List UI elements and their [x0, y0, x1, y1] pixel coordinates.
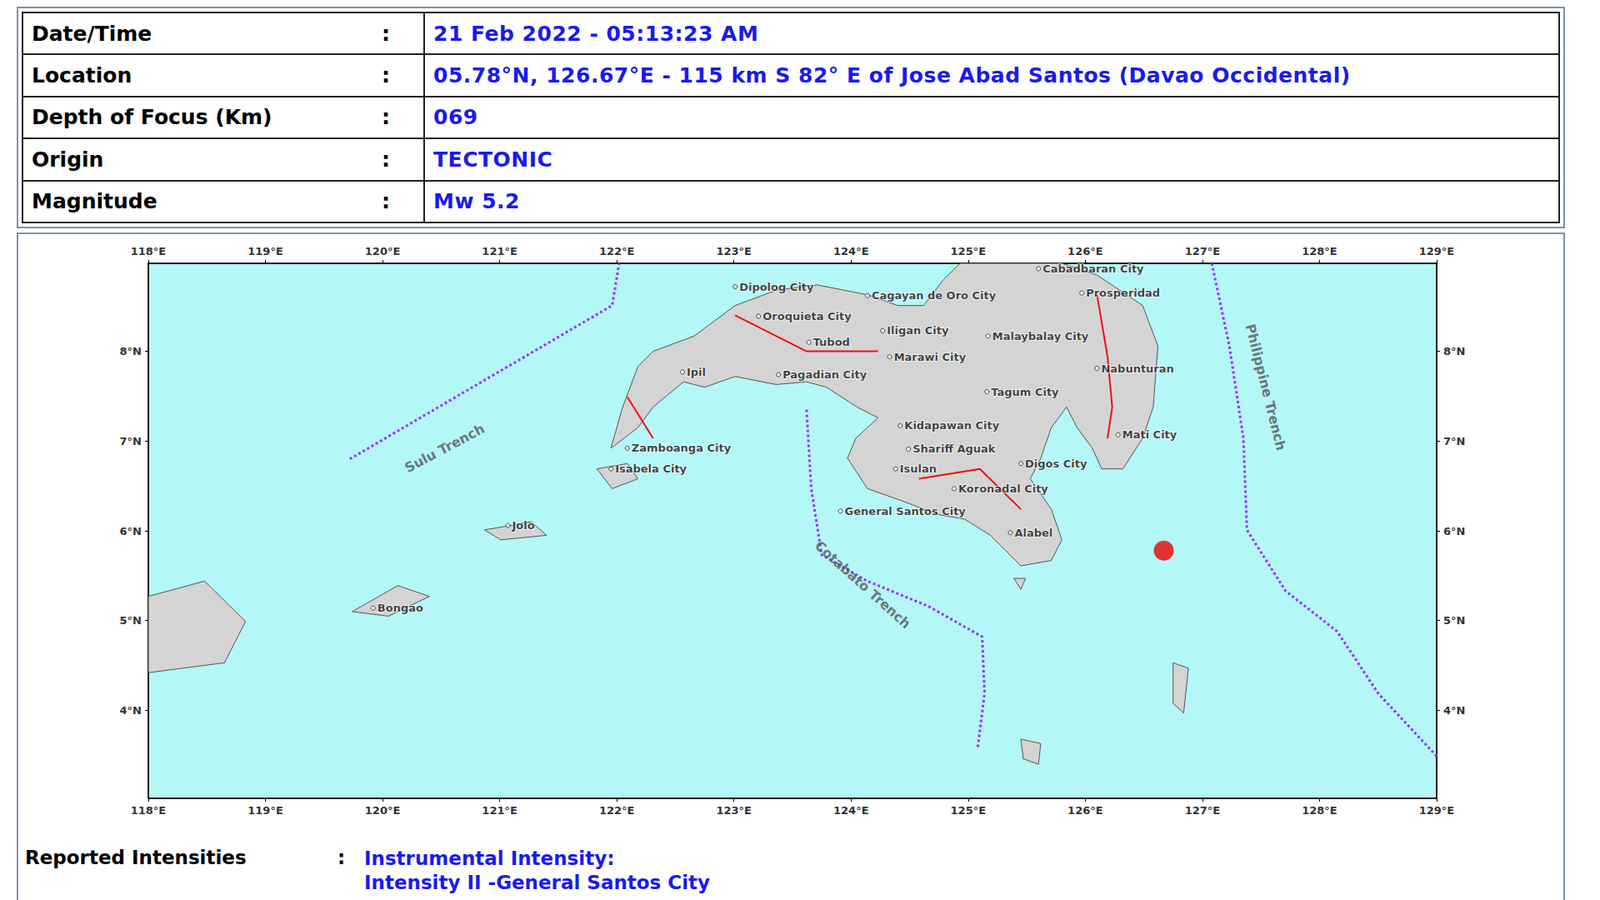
svg-text:Koronadal City: Koronadal City	[958, 482, 1049, 495]
html-text:Reported Intensities: Reported Intensities	[25, 846, 247, 869]
svg-text:Shariff Aguak: Shariff Aguak	[912, 442, 996, 455]
svg-text:128°E: 128°E	[1301, 804, 1338, 817]
svg-text:129°E: 129°E	[1419, 804, 1455, 817]
svg-text:125°E: 125°E	[950, 245, 987, 258]
svg-text:127°E: 127°E	[1185, 804, 1221, 817]
svg-text:121°E: 121°E	[481, 245, 518, 258]
html-text:Origin: Origin	[31, 147, 104, 172]
html-text:05.78°N, 126.67°E - 115 km S 8: 05.78°N, 126.67°E - 115 km S 82° E of Jo…	[433, 63, 1351, 88]
html-text:Mw 5.2: Mw 5.2	[433, 189, 520, 214]
svg-text:124°E: 124°E	[833, 804, 870, 817]
svg-text:127°E: 127°E	[1185, 245, 1221, 258]
html-text:Location: Location	[31, 63, 132, 88]
svg-text:7°N: 7°N	[120, 435, 142, 448]
svg-text:120°E: 120°E	[365, 245, 401, 258]
svg-text:Zamboanga City: Zamboanga City	[631, 441, 732, 455]
svg-text:118°E: 118°E	[130, 804, 167, 817]
svg-text:8°N: 8°N	[120, 345, 142, 358]
svg-text:Pagadian City: Pagadian City	[782, 368, 868, 381]
svg-text:Philippine Trench: Philippine Trench	[1242, 322, 1290, 453]
svg-text:126°E: 126°E	[1067, 804, 1104, 817]
html-text:21 Feb 2022 - 05:13:23 AM: 21 Feb 2022 - 05:13:23 AM	[433, 21, 759, 46]
svg-text:Digos City: Digos City	[1025, 457, 1088, 470]
html-text:069: 069	[433, 105, 479, 130]
html-text:Intensity II -General Santos C: Intensity II -General Santos City	[364, 871, 710, 894]
svg-text:Bongao: Bongao	[377, 601, 424, 615]
svg-text:120°E: 120°E	[365, 804, 401, 817]
svg-text:Jolo: Jolo	[510, 519, 535, 532]
html-text:Depth of Focus (Km): Depth of Focus (Km)	[31, 105, 273, 130]
svg-text:Cotabato Trench: Cotabato Trench	[811, 537, 914, 632]
svg-text:Cabadbaran City: Cabadbaran City	[1042, 262, 1145, 275]
svg-text:Marawi City: Marawi City	[894, 350, 967, 364]
svg-text:Dipolog City: Dipolog City	[739, 280, 815, 294]
svg-text:129°E: 129°E	[1419, 245, 1455, 258]
svg-text:Isulan: Isulan	[900, 462, 937, 475]
svg-text:118°E: 118°E	[130, 245, 167, 258]
html-text:Magnitude: Magnitude	[31, 189, 158, 214]
svg-text:128°E: 128°E	[1301, 245, 1338, 258]
svg-text:Isabela City: Isabela City	[615, 462, 687, 475]
svg-text:123°E: 123°E	[715, 804, 752, 817]
svg-text:7°N: 7°N	[1443, 435, 1465, 448]
svg-text:4°N: 4°N	[1443, 704, 1465, 717]
svg-text:5°N: 5°N	[120, 614, 142, 627]
svg-text:Malaybalay City: Malaybalay City	[992, 330, 1090, 343]
svg-text:Tubod: Tubod	[813, 335, 850, 349]
svg-text:Alabel: Alabel	[1014, 526, 1053, 540]
svg-text:Mati City: Mati City	[1122, 428, 1178, 441]
svg-text:Cagayan de Oro City: Cagayan de Oro City	[871, 289, 997, 302]
svg-text:4°N: 4°N	[120, 704, 142, 717]
svg-text:8°N: 8°N	[1443, 345, 1465, 358]
svg-text:Oroquieta City: Oroquieta City	[762, 310, 852, 323]
svg-text:Ipil: Ipil	[686, 365, 706, 379]
svg-text:Iligan City: Iligan City	[886, 324, 950, 337]
svg-text:126°E: 126°E	[1067, 245, 1104, 258]
svg-text:121°E: 121°E	[481, 804, 518, 817]
svg-text:Tagum City: Tagum City	[990, 385, 1060, 399]
svg-text:122°E: 122°E	[599, 245, 635, 258]
svg-text:Prosperidad: Prosperidad	[1085, 286, 1160, 300]
svg-text:Sulu Trench: Sulu Trench	[402, 420, 488, 476]
svg-text:123°E: 123°E	[715, 245, 752, 258]
svg-text:Kidapawan City: Kidapawan City	[904, 419, 1000, 432]
svg-text:119°E: 119°E	[247, 804, 284, 817]
svg-text:5°N: 5°N	[1443, 614, 1465, 627]
svg-text:Nabunturan: Nabunturan	[1100, 362, 1174, 375]
svg-text:124°E: 124°E	[833, 245, 870, 258]
svg-text:119°E: 119°E	[247, 245, 284, 258]
html-text:Instrumental Intensity:: Instrumental Intensity:	[364, 847, 615, 870]
svg-text:122°E: 122°E	[599, 804, 635, 817]
html-text:TECTONIC: TECTONIC	[433, 147, 553, 172]
html-text:Date/Time: Date/Time	[31, 21, 152, 46]
svg-text:6°N: 6°N	[1443, 525, 1465, 538]
svg-text:125°E: 125°E	[950, 804, 987, 817]
svg-text:6°N: 6°N	[120, 525, 142, 538]
svg-text:General Santos City: General Santos City	[845, 505, 967, 518]
